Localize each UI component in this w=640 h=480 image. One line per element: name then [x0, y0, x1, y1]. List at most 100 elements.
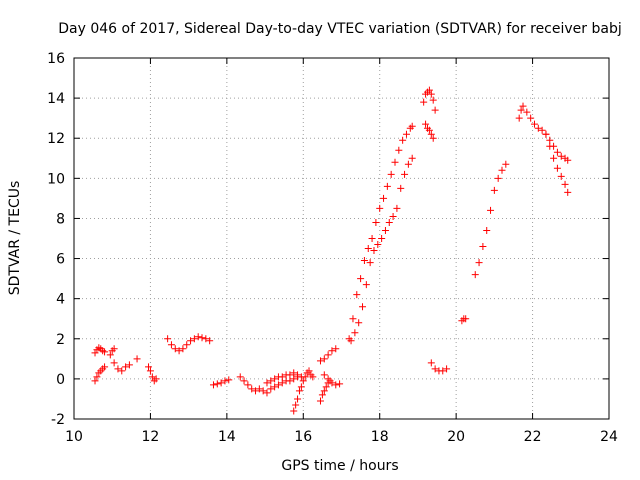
data-point: [427, 130, 435, 138]
series-seg-f1: [316, 377, 334, 405]
data-point: [101, 348, 109, 356]
data-point: [557, 152, 565, 160]
data-point: [328, 347, 336, 355]
y-tick-label: 2: [56, 332, 65, 348]
y-tick-label: 6: [56, 252, 65, 268]
data-point: [290, 407, 298, 415]
y-tick-label: 16: [47, 51, 65, 67]
data-point: [194, 333, 202, 341]
data-point: [557, 172, 565, 180]
series-seg-h3: [427, 359, 451, 375]
series-seg-d1: [209, 376, 233, 389]
data-point: [106, 351, 114, 359]
data-point: [546, 142, 554, 150]
series-seg-e2: [263, 369, 305, 387]
data-point: [290, 369, 298, 377]
data-point: [179, 345, 187, 353]
y-tick-label: 4: [56, 292, 65, 308]
series-seg-k1: [515, 102, 546, 134]
data-point: [527, 114, 535, 122]
data-point: [217, 379, 225, 387]
data-point: [248, 385, 256, 393]
data-point: [91, 349, 99, 357]
data-point: [213, 380, 221, 388]
data-point: [360, 257, 368, 265]
y-tick-label: 10: [47, 171, 65, 187]
data-point: [332, 381, 340, 389]
series-seg-a4: [110, 359, 133, 375]
data-point: [422, 120, 430, 128]
data-point: [494, 174, 502, 182]
data-point: [91, 377, 99, 385]
data-point: [383, 182, 391, 190]
data-point: [225, 376, 233, 384]
x-tick-label: 12: [142, 429, 160, 445]
data-point: [490, 186, 498, 194]
data-point: [370, 247, 378, 255]
data-point: [355, 319, 363, 327]
data-point: [427, 359, 435, 367]
series-seg-a5: [133, 355, 141, 363]
data-point: [320, 387, 328, 395]
data-point: [148, 373, 156, 381]
data-point: [381, 226, 389, 234]
data-point: [309, 373, 317, 381]
y-tick-label: 12: [47, 131, 65, 147]
data-point: [305, 367, 313, 375]
data-point: [362, 281, 370, 289]
data-point: [538, 126, 546, 134]
data-point: [366, 259, 374, 267]
data-point: [374, 241, 382, 249]
series-seg-c1: [164, 333, 214, 355]
data-point: [271, 375, 279, 383]
data-point: [301, 373, 309, 381]
data-point: [359, 303, 367, 311]
x-tick-label: 10: [65, 429, 83, 445]
data-point: [376, 204, 384, 212]
x-tick-label: 20: [447, 429, 465, 445]
data-point: [318, 391, 326, 399]
data-point: [183, 341, 191, 349]
data-point: [187, 337, 195, 345]
series-seg-h1: [420, 86, 439, 114]
chart-title: Day 046 of 2017, Sidereal Day-to-day VTE…: [58, 21, 621, 37]
data-point: [122, 363, 130, 371]
data-point: [395, 146, 403, 154]
data-point: [391, 158, 399, 166]
series-seg-k3: [542, 130, 572, 196]
data-point: [297, 383, 305, 391]
data-point: [534, 124, 542, 132]
series-seg-j1: [471, 160, 510, 279]
data-point: [267, 385, 275, 393]
data-point: [286, 371, 294, 379]
series-seg-e3: [290, 367, 317, 415]
data-point: [349, 315, 357, 323]
data-point: [351, 329, 359, 337]
data-point: [399, 136, 407, 144]
data-point: [431, 365, 439, 373]
data-point: [401, 170, 409, 178]
data-point: [519, 102, 527, 110]
data-point: [564, 156, 572, 164]
data-point: [515, 114, 523, 122]
data-point: [387, 170, 395, 178]
plot-frame: [73, 57, 610, 420]
data-point: [114, 365, 122, 373]
data-point: [402, 130, 410, 138]
x-tick-label: 22: [524, 429, 542, 445]
data-point: [164, 335, 172, 343]
data-point: [475, 259, 483, 267]
data-point: [101, 363, 109, 371]
data-point: [294, 395, 302, 403]
series-seg-b1: [145, 363, 160, 385]
data-point: [347, 337, 355, 345]
data-point: [133, 355, 141, 363]
data-point: [316, 397, 324, 405]
data-points: [91, 86, 572, 415]
data-point: [553, 164, 561, 172]
data-point: [93, 373, 101, 381]
data-point: [259, 387, 267, 395]
data-point: [322, 383, 330, 391]
data-point: [244, 381, 252, 389]
